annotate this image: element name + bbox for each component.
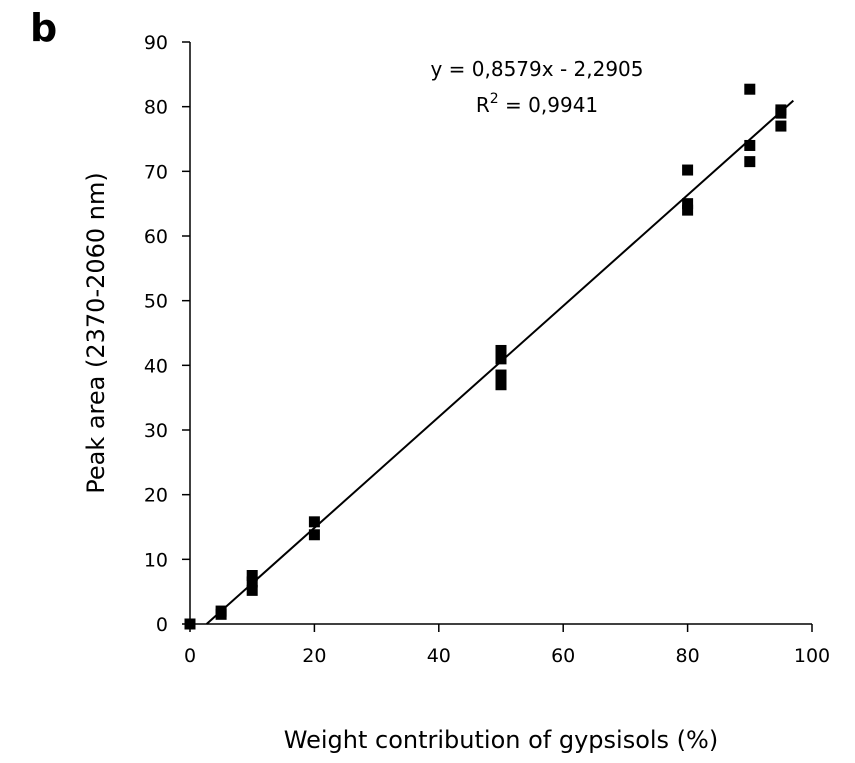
r-squared-prefix: R bbox=[476, 93, 490, 117]
x-axis: 0 20 40 60 80 100 bbox=[184, 623, 830, 667]
r-squared-label: R2 = 0,9941 bbox=[476, 91, 598, 117]
y-axis-label: Peak area (2370-2060 nm) bbox=[82, 172, 110, 494]
data-point bbox=[744, 139, 756, 151]
y-tick-label: 90 bbox=[144, 32, 168, 54]
y-tick-label: 0 bbox=[156, 614, 168, 636]
data-point bbox=[308, 529, 320, 541]
r-squared-value: = 0,9941 bbox=[499, 93, 598, 117]
y-tick-group: 0 10 20 30 40 50 60 70 80 90 bbox=[144, 32, 190, 636]
data-point bbox=[682, 204, 694, 216]
data-point bbox=[246, 584, 258, 596]
y-axis: 0 10 20 30 40 50 60 70 80 90 bbox=[144, 32, 191, 636]
data-point bbox=[495, 379, 507, 391]
y-tick-label: 10 bbox=[144, 549, 168, 571]
data-point bbox=[495, 344, 507, 356]
data-points bbox=[184, 83, 787, 630]
data-point bbox=[246, 576, 258, 588]
trendline-equation: y = 0,8579x - 2,2905 bbox=[430, 57, 643, 81]
data-point bbox=[215, 605, 227, 617]
data-point bbox=[495, 369, 507, 381]
x-tick-label: 40 bbox=[427, 645, 451, 667]
x-axis-label: Weight contribution of gypsisols (%) bbox=[284, 726, 718, 754]
r-squared-superscript: 2 bbox=[490, 91, 499, 107]
data-point bbox=[744, 83, 756, 95]
x-tick-label: 20 bbox=[302, 645, 326, 667]
data-point bbox=[495, 353, 507, 365]
data-point bbox=[246, 570, 258, 581]
panel-label: b bbox=[30, 6, 58, 50]
y-tick-label: 70 bbox=[144, 161, 168, 183]
y-tick-label: 50 bbox=[144, 291, 168, 313]
data-point bbox=[682, 164, 694, 176]
data-point bbox=[744, 156, 756, 168]
data-point bbox=[184, 618, 196, 630]
x-tick-label: 80 bbox=[676, 645, 700, 667]
x-tick-group: 0 20 40 60 80 100 bbox=[184, 624, 830, 667]
y-tick-label: 20 bbox=[144, 485, 168, 507]
x-tick-label: 60 bbox=[551, 645, 575, 667]
data-point bbox=[775, 104, 787, 116]
y-tick-label: 30 bbox=[144, 420, 168, 442]
data-point bbox=[775, 120, 787, 132]
data-point bbox=[308, 516, 320, 528]
x-tick-label: 100 bbox=[794, 645, 830, 667]
y-tick-label: 40 bbox=[144, 355, 168, 377]
data-point bbox=[682, 198, 694, 210]
x-tick-label: 0 bbox=[184, 645, 196, 667]
y-tick-label: 60 bbox=[144, 226, 168, 248]
y-tick-label: 80 bbox=[144, 97, 168, 119]
